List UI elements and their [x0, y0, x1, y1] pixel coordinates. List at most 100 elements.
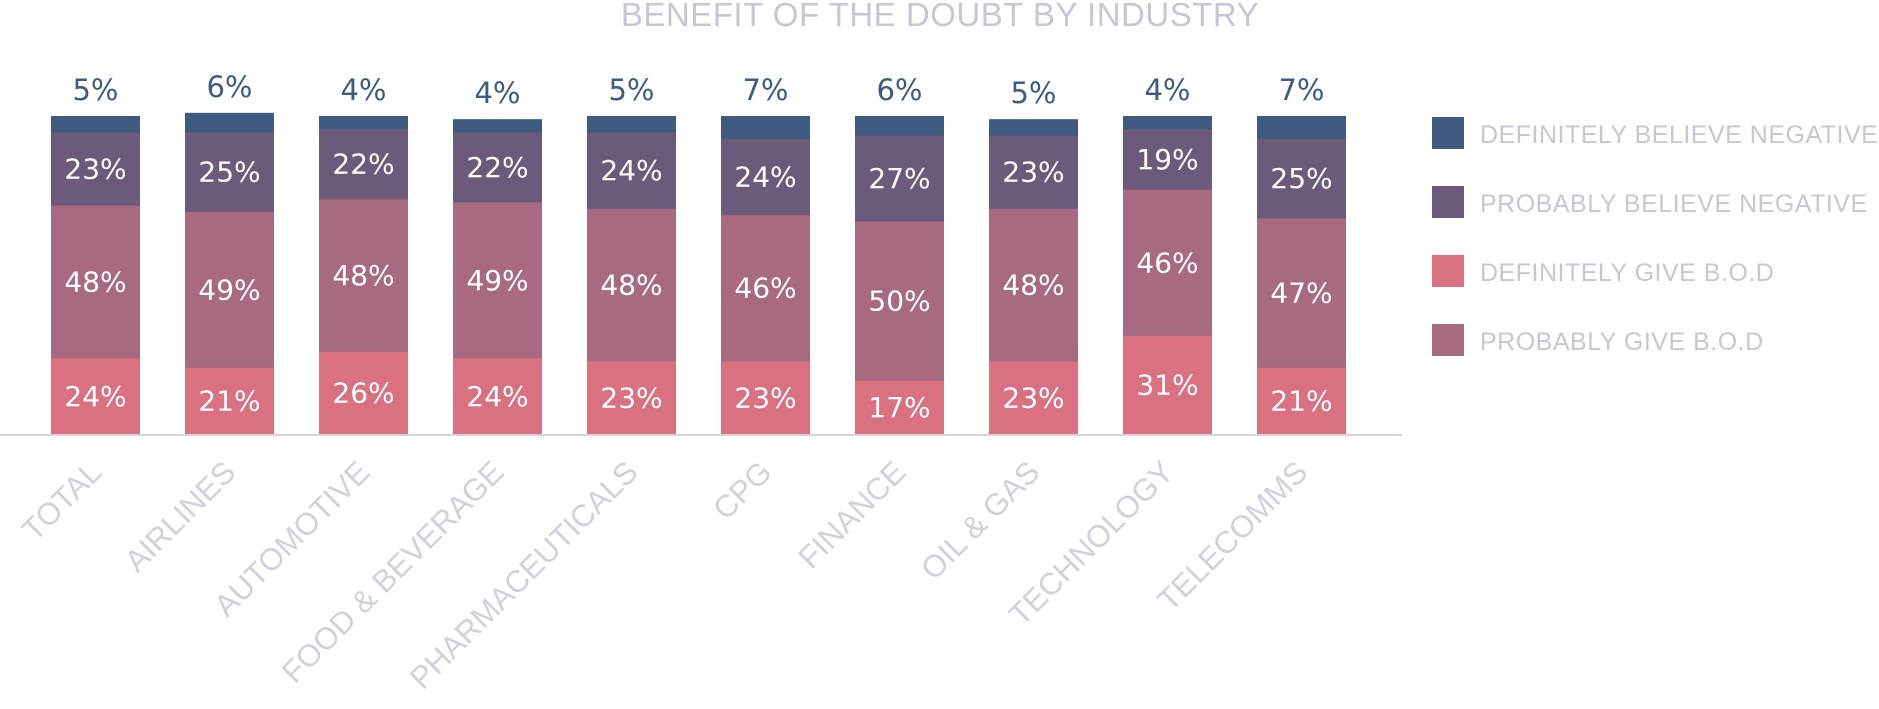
data-label: 49% — [198, 273, 260, 306]
bar-segment-technology-definitely-believe-negative — [1123, 116, 1212, 130]
legend-swatch-probably-believe-negative — [1432, 186, 1464, 218]
data-label: 48% — [332, 259, 394, 292]
bar-segment-telecomms-definitely-believe-negative — [1257, 116, 1346, 139]
data-label: 22% — [332, 148, 394, 181]
data-label-top: 6% — [206, 70, 252, 104]
x-tick-label: TOTAL — [15, 454, 108, 547]
data-label: 19% — [1136, 143, 1198, 176]
data-label: 46% — [734, 272, 796, 305]
bar-segment-food-beverage-definitely-believe-negative — [453, 119, 542, 133]
data-label-top: 7% — [742, 73, 788, 107]
legend: DEFINITELY BELIEVE NEGATIVE PROBABLY BELI… — [1432, 117, 1878, 356]
data-label: 23% — [64, 152, 126, 185]
data-label: 48% — [64, 265, 126, 298]
legend-label-definitely-believe-negative: DEFINITELY BELIEVE NEGATIVE — [1480, 121, 1878, 149]
bar-segment-cpg-probably-give-b-o-d — [721, 214, 810, 362]
bar-segment-pharmaceuticals-probably-give-b-o-d — [587, 208, 676, 362]
bar-segment-oil-gas-definitely-believe-negative — [989, 119, 1078, 136]
x-tick-label: PHARMACEUTICALS — [403, 454, 645, 696]
bar-segment-pharmaceuticals-probably-believe-negative — [587, 131, 676, 209]
data-label: 49% — [466, 264, 528, 297]
data-label: 24% — [64, 380, 126, 413]
bar-segment-airlines-definitely-give-b-o-d — [185, 367, 274, 435]
bar-segment-food-beverage-probably-believe-negative — [453, 131, 542, 203]
data-label: 48% — [600, 269, 662, 302]
bar-segment-total-probably-believe-negative — [51, 131, 140, 206]
bar-segment-total-definitely-believe-negative — [51, 116, 140, 133]
legend-swatch-definitely-give-b-o-d — [1432, 255, 1464, 287]
bar-segment-food-beverage-probably-give-b-o-d — [453, 201, 542, 359]
data-label: 23% — [1002, 156, 1064, 189]
data-label: 24% — [600, 154, 662, 187]
bar-segment-finance-definitely-believe-negative — [855, 116, 944, 136]
bar-segment-food-beverage-definitely-give-b-o-d — [453, 357, 542, 435]
data-label-top: 6% — [876, 73, 922, 107]
data-label: 47% — [1270, 276, 1332, 309]
bar-segment-finance-definitely-give-b-o-d — [855, 379, 944, 435]
chart-title: BENEFIT OF THE DOUBT BY INDUSTRY — [621, 0, 1259, 33]
bar-segment-telecomms-definitely-give-b-o-d — [1257, 367, 1346, 435]
data-label-top: 4% — [474, 76, 520, 110]
bar-segment-cpg-definitely-believe-negative — [721, 116, 810, 139]
bar-segment-airlines-probably-believe-negative — [185, 131, 274, 212]
legend-swatch-probably-give-b-o-d — [1432, 324, 1464, 356]
bar-segment-total-probably-give-b-o-d — [51, 205, 140, 359]
data-label: 48% — [1002, 269, 1064, 302]
data-label: 23% — [1002, 381, 1064, 414]
bar-segment-cpg-definitely-give-b-o-d — [721, 360, 810, 435]
bar-segment-technology-probably-believe-negative — [1123, 128, 1212, 190]
data-label: 22% — [466, 151, 528, 184]
data-label-top: 5% — [608, 73, 654, 107]
data-label-top: 5% — [1010, 76, 1056, 110]
data-label-top: 5% — [72, 73, 118, 107]
data-label: 31% — [1136, 369, 1198, 402]
data-label: 23% — [600, 381, 662, 414]
data-label: 25% — [1270, 162, 1332, 195]
x-tick-label: OIL & GAS — [914, 454, 1046, 586]
bar-segment-oil-gas-probably-believe-negative — [989, 135, 1078, 209]
legend-swatch-definitely-believe-negative — [1432, 117, 1464, 149]
data-label: 24% — [734, 160, 796, 193]
bar-segment-telecomms-probably-believe-negative — [1257, 138, 1346, 219]
data-label-top: 4% — [340, 73, 386, 107]
data-label-top: 7% — [1278, 73, 1324, 107]
data-label: 24% — [466, 380, 528, 413]
bar-segment-technology-probably-give-b-o-d — [1123, 189, 1212, 337]
data-label: 21% — [198, 385, 260, 418]
bar-segment-telecomms-probably-give-b-o-d — [1257, 217, 1346, 368]
bars-group: 24% 48% 23% 5% 21% 49% 25% 6% 26% 48% 22% 4% 24% 49% 2… — [51, 70, 1346, 435]
bar-segment-finance-probably-give-b-o-d — [855, 220, 944, 381]
bar-segment-total-definitely-give-b-o-d — [51, 357, 140, 435]
bar-segment-cpg-probably-believe-negative — [721, 138, 810, 216]
bar-segment-finance-probably-believe-negative — [855, 135, 944, 222]
data-label: 27% — [868, 162, 930, 195]
bar-segment-automotive-definitely-believe-negative — [319, 116, 408, 130]
data-label: 26% — [332, 377, 394, 410]
data-label: 50% — [868, 284, 930, 317]
bar-segment-oil-gas-probably-give-b-o-d — [989, 208, 1078, 362]
legend-label-definitely-give-b-o-d: DEFINITELY GIVE B.O.D — [1480, 259, 1774, 287]
data-label: 23% — [734, 381, 796, 414]
legend-label-probably-give-b-o-d: PROBABLY GIVE B.O.D — [1480, 328, 1764, 356]
data-label: 17% — [868, 391, 930, 424]
data-label: 46% — [1136, 246, 1198, 279]
bar-segment-technology-definitely-give-b-o-d — [1123, 335, 1212, 435]
bar-segment-airlines-probably-give-b-o-d — [185, 211, 274, 368]
bar-segment-oil-gas-definitely-give-b-o-d — [989, 360, 1078, 435]
data-label-top: 4% — [1144, 73, 1190, 107]
data-label: 21% — [1270, 385, 1332, 418]
bar-segment-automotive-definitely-give-b-o-d — [319, 351, 408, 435]
x-tick-label: FINANCE — [791, 454, 912, 575]
bar-segment-airlines-definitely-believe-negative — [185, 112, 274, 133]
data-label: 25% — [198, 156, 260, 189]
bar-segment-pharmaceuticals-definitely-believe-negative — [587, 116, 676, 133]
bar-segment-pharmaceuticals-definitely-give-b-o-d — [587, 360, 676, 435]
bar-segment-automotive-probably-believe-negative — [319, 128, 408, 200]
x-tick-label: FOOD & BEVERAGE — [275, 454, 510, 689]
x-tick-label: AIRLINES — [118, 454, 243, 579]
bar-segment-automotive-probably-give-b-o-d — [319, 198, 408, 352]
x-tick-label: CPG — [706, 454, 778, 526]
legend-label-probably-believe-negative: PROBABLY BELIEVE NEGATIVE — [1480, 190, 1868, 218]
